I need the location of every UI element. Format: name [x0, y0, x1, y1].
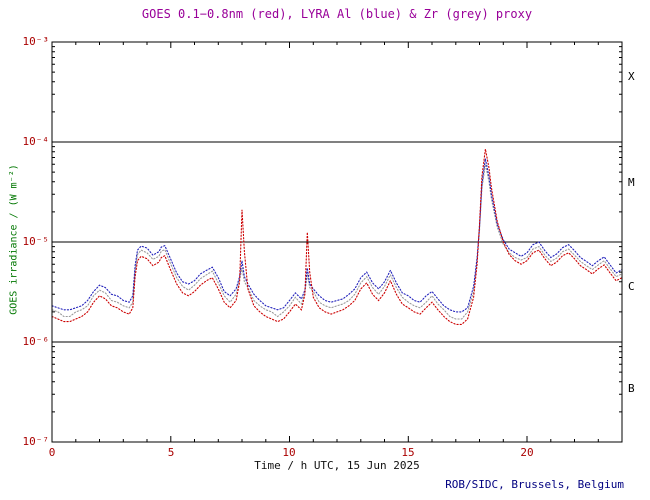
y-tick-label-1e-4: 10⁻⁴ [22, 135, 50, 148]
axis-ticks [51, 41, 623, 443]
y-tick-label-1e-6: 10⁻⁶ [22, 335, 50, 348]
chart-title: GOES 0.1−0.8nm (red), LYRA Al (blue) & Z… [141, 7, 533, 21]
x-tick-label-0: 0 [48, 446, 56, 459]
flare-class-label-x: X [628, 70, 635, 83]
y-tick-label-1e-3: 10⁻³ [22, 35, 50, 48]
y-tick-label-1e-5: 10⁻⁵ [22, 235, 50, 248]
series-curve-goes-red [51, 148, 623, 325]
credit-text: ROB/SIDC, Brussels, Belgium [445, 478, 624, 491]
x-tick-label-15: 15 [401, 446, 415, 459]
flare-class-label-m: M [628, 176, 635, 189]
x-axis-title: Time / h UTC, 15 Jun 2025 [254, 459, 420, 472]
series-curve-lyra-al-blue [51, 158, 623, 313]
flare-class-label-c: C [628, 280, 635, 293]
x-tick-label-5: 5 [167, 446, 175, 459]
flare-class-label-b: B [628, 382, 635, 395]
y-tick-label-1e-7: 10⁻⁷ [22, 435, 50, 448]
x-tick-label-10: 10 [282, 446, 296, 459]
x-tick-label-20: 20 [520, 446, 534, 459]
series-curve-lyra-zr-grey [51, 164, 623, 320]
plot-border [51, 41, 623, 443]
